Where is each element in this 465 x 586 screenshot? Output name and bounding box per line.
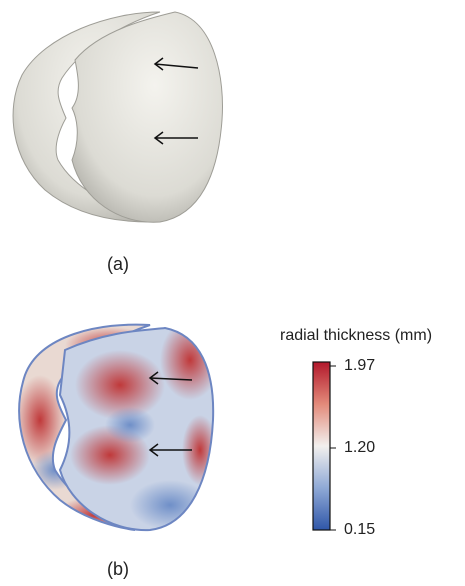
- figure: (a) (b) radial thickness (mm) 1.97 1.20 0.…: [0, 0, 465, 586]
- colorbar-tick-label: 1.97: [344, 357, 375, 374]
- colorbar: [313, 362, 330, 530]
- colorbar-title: radial thickness (mm): [280, 327, 432, 344]
- colorbar-tick-label: 1.20: [344, 439, 375, 456]
- colorbar-tick-label: 0.15: [344, 521, 375, 538]
- figure-canvas: (a) (b) radial thickness (mm) 1.97 1.20 0.…: [0, 0, 465, 586]
- panel-label: (b): [107, 559, 129, 579]
- panel-label: (a): [107, 254, 129, 274]
- model-main-body: [72, 12, 222, 222]
